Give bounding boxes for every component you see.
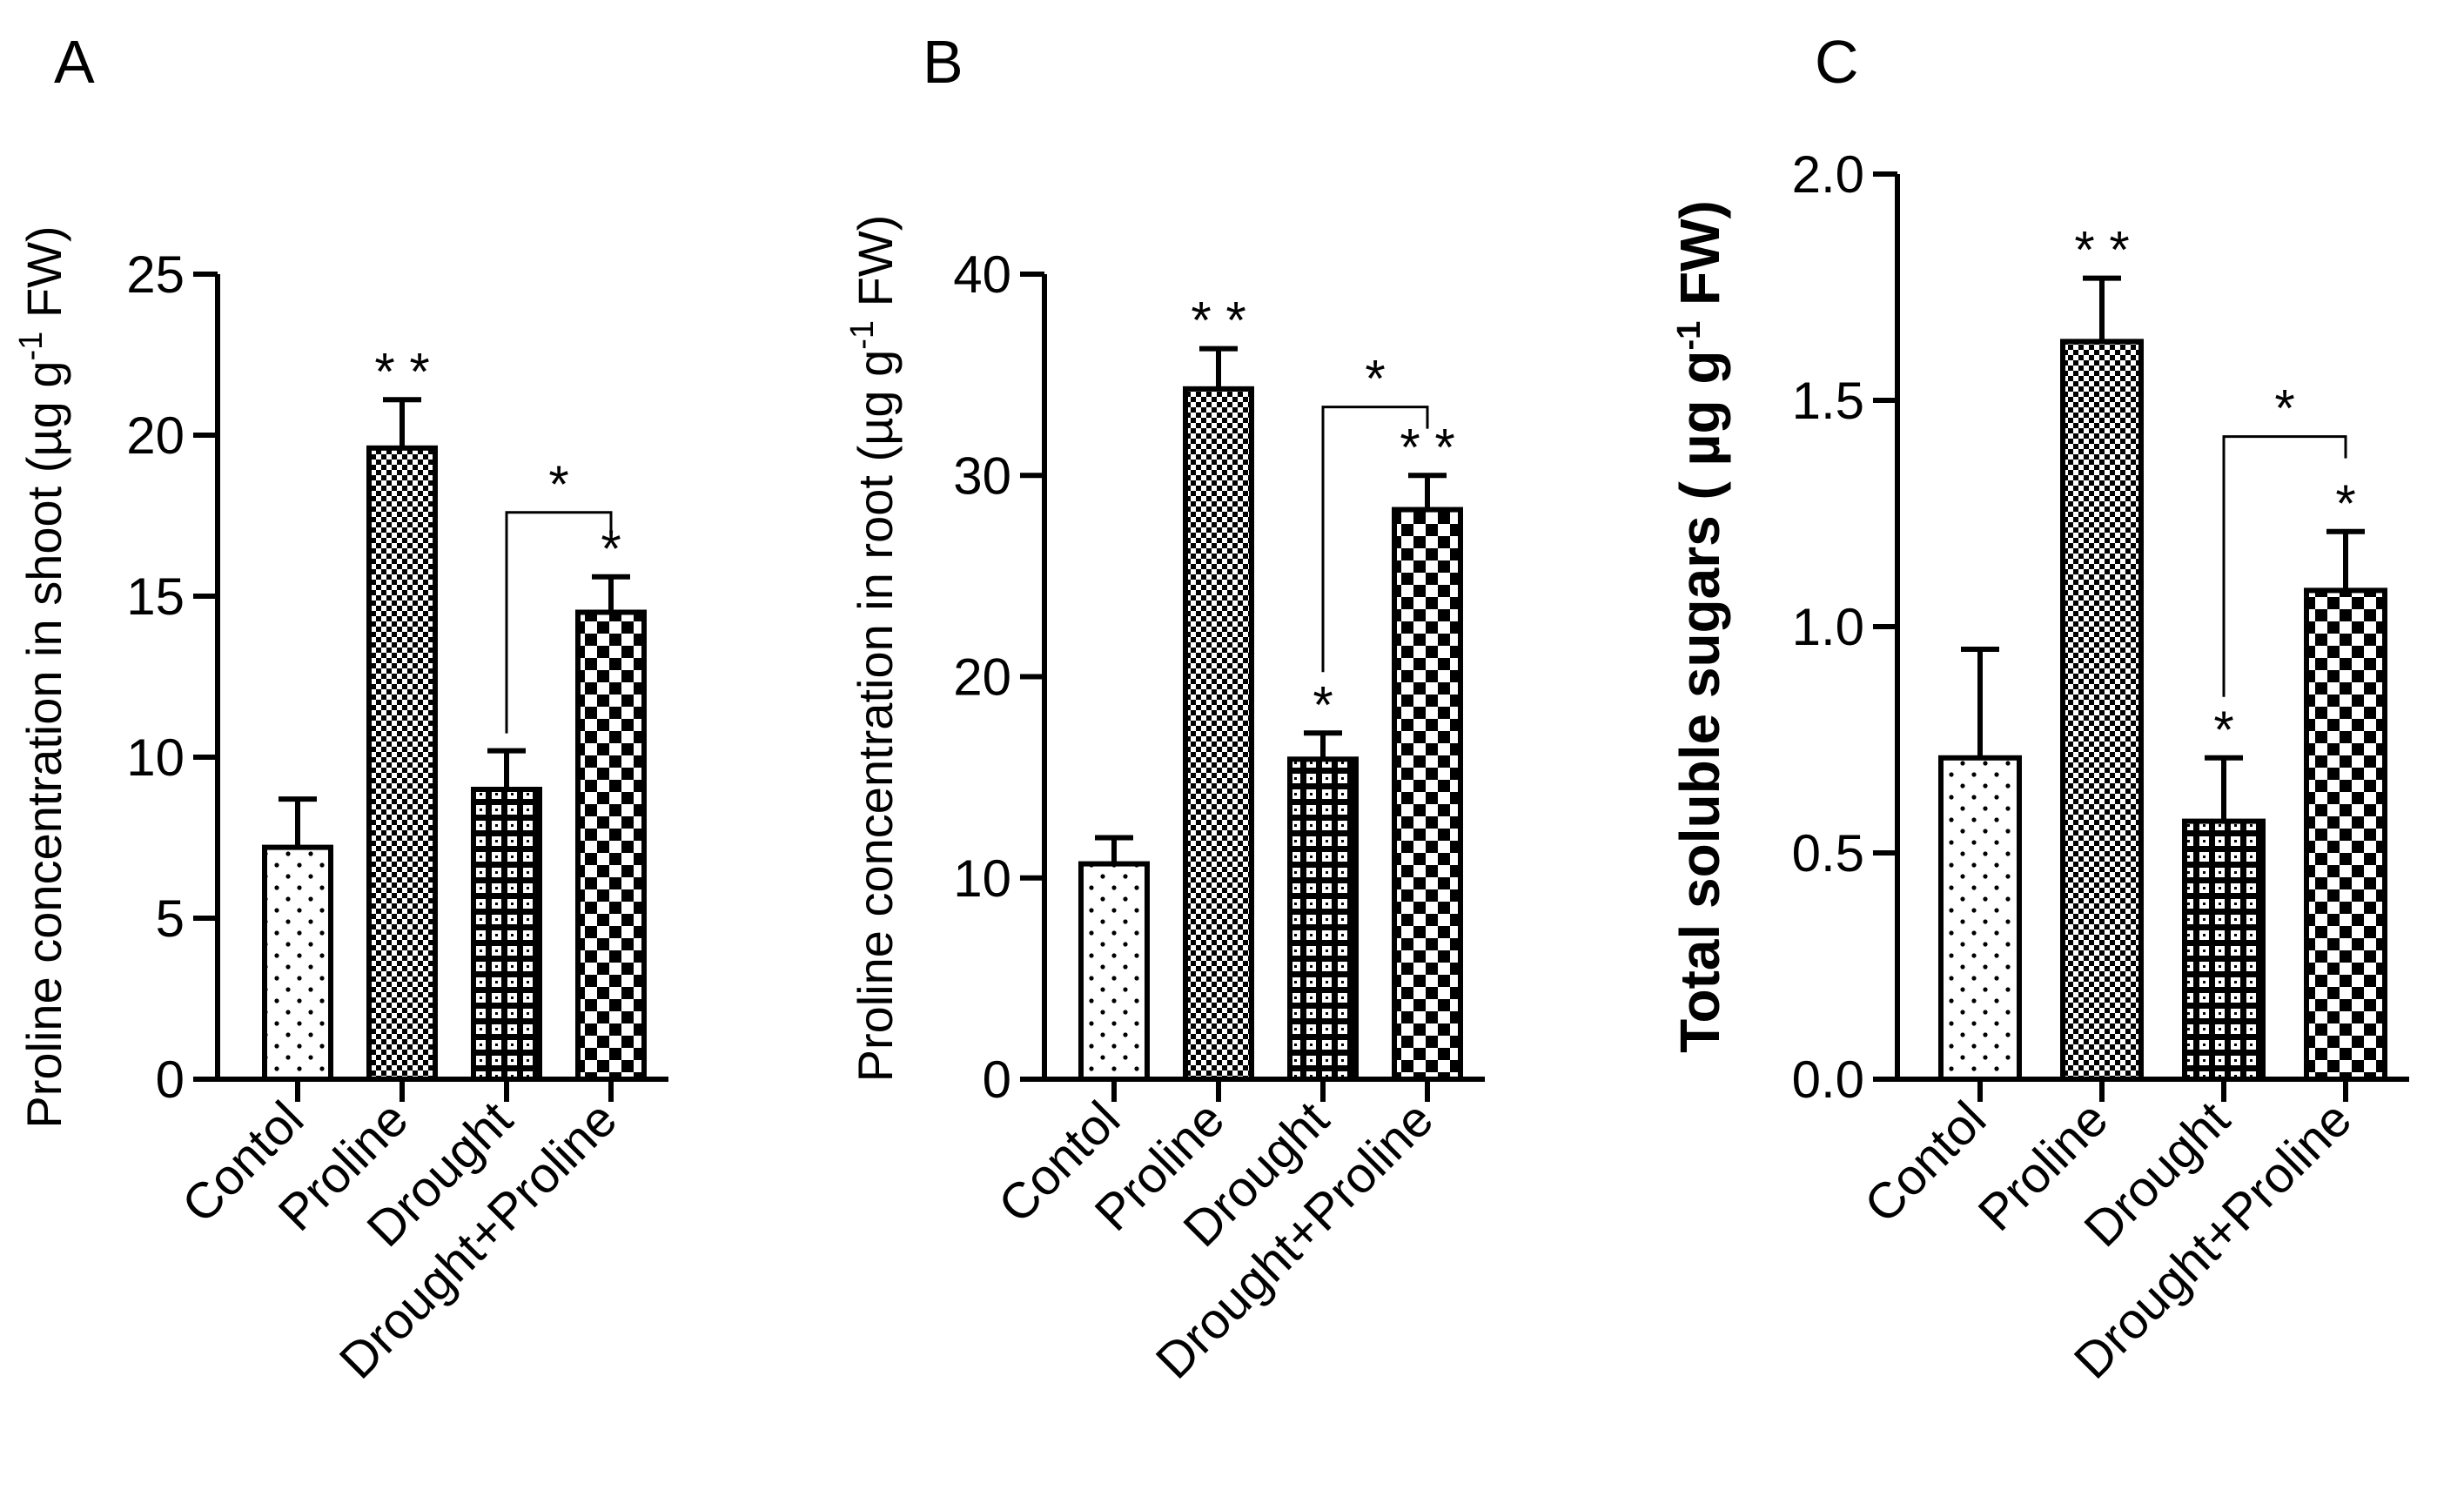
y-tick-label: 0.0 bbox=[1792, 1050, 1864, 1109]
panel-A: A* ***0510152025ContolProlineDroughtDrou… bbox=[13, 28, 668, 1390]
panel-letter: B bbox=[923, 28, 963, 96]
significance-bracket bbox=[2222, 435, 2347, 697]
y-tick-label: 20 bbox=[953, 648, 1011, 707]
panel-letter: C bbox=[1815, 28, 1859, 96]
bar-drought bbox=[471, 787, 542, 1082]
y-axis-label: Total soluble sugars ( µg g-1 FW) bbox=[1668, 200, 1731, 1053]
y-tick-label: 20 bbox=[126, 406, 185, 465]
y-axis-label: Proline concentration in shoot (µg g-1 F… bbox=[13, 225, 71, 1128]
bar-drought bbox=[1287, 756, 1359, 1082]
y-tick-label: 5 bbox=[156, 889, 185, 948]
significance-bracket bbox=[1321, 406, 1429, 673]
panel-C: C* ****0.00.51.01.52.0ContolProlineDroug… bbox=[1668, 28, 2409, 1390]
bar-drought bbox=[2182, 818, 2266, 1082]
significance-mark: * * bbox=[2074, 221, 2129, 279]
bar-contol bbox=[1078, 861, 1150, 1082]
bracket-label: * bbox=[2274, 379, 2294, 438]
y-tick-label: 15 bbox=[126, 567, 185, 626]
bar-proline bbox=[2060, 339, 2144, 1082]
bar-proline bbox=[1183, 386, 1254, 1082]
bracket-label: * bbox=[1365, 350, 1385, 408]
bar-contol bbox=[262, 844, 333, 1082]
y-tick-label: 1.5 bbox=[1792, 372, 1864, 430]
significance-mark: * bbox=[1313, 675, 1333, 734]
y-tick-label: 25 bbox=[126, 245, 185, 304]
y-axis-label: Proline concentration in root (µg g-1 FW… bbox=[844, 215, 903, 1083]
x-tick-label: Contol bbox=[1854, 1091, 1997, 1234]
significance-mark: * * bbox=[1191, 292, 1245, 350]
y-tick-label: 2.0 bbox=[1792, 145, 1864, 204]
y-tick-label: 1.0 bbox=[1792, 598, 1864, 656]
y-tick-label: 10 bbox=[953, 849, 1011, 908]
panel-letter: A bbox=[54, 28, 95, 96]
bar-contol bbox=[1938, 755, 2022, 1082]
y-tick-label: 10 bbox=[126, 728, 185, 787]
y-tick-label: 0 bbox=[983, 1050, 1011, 1109]
significance-mark: * bbox=[2213, 701, 2233, 759]
bar-drought-proline bbox=[2304, 587, 2387, 1082]
significance-mark: * bbox=[601, 520, 621, 578]
panel-B: B* *** **010203040ContolProlineDroughtDr… bbox=[844, 28, 1485, 1390]
significance-bracket bbox=[505, 511, 613, 734]
bar-drought-proline bbox=[1392, 507, 1463, 1082]
y-tick-label: 0.5 bbox=[1792, 824, 1864, 883]
significance-mark: * * bbox=[374, 342, 429, 400]
bar-proline bbox=[366, 445, 438, 1082]
y-tick-label: 40 bbox=[953, 245, 1011, 304]
y-tick-label: 30 bbox=[953, 446, 1011, 505]
significance-mark: * bbox=[2335, 474, 2355, 533]
y-tick-label: 0 bbox=[156, 1050, 185, 1109]
bracket-label: * bbox=[548, 455, 568, 513]
bar-drought-proline bbox=[575, 609, 647, 1082]
